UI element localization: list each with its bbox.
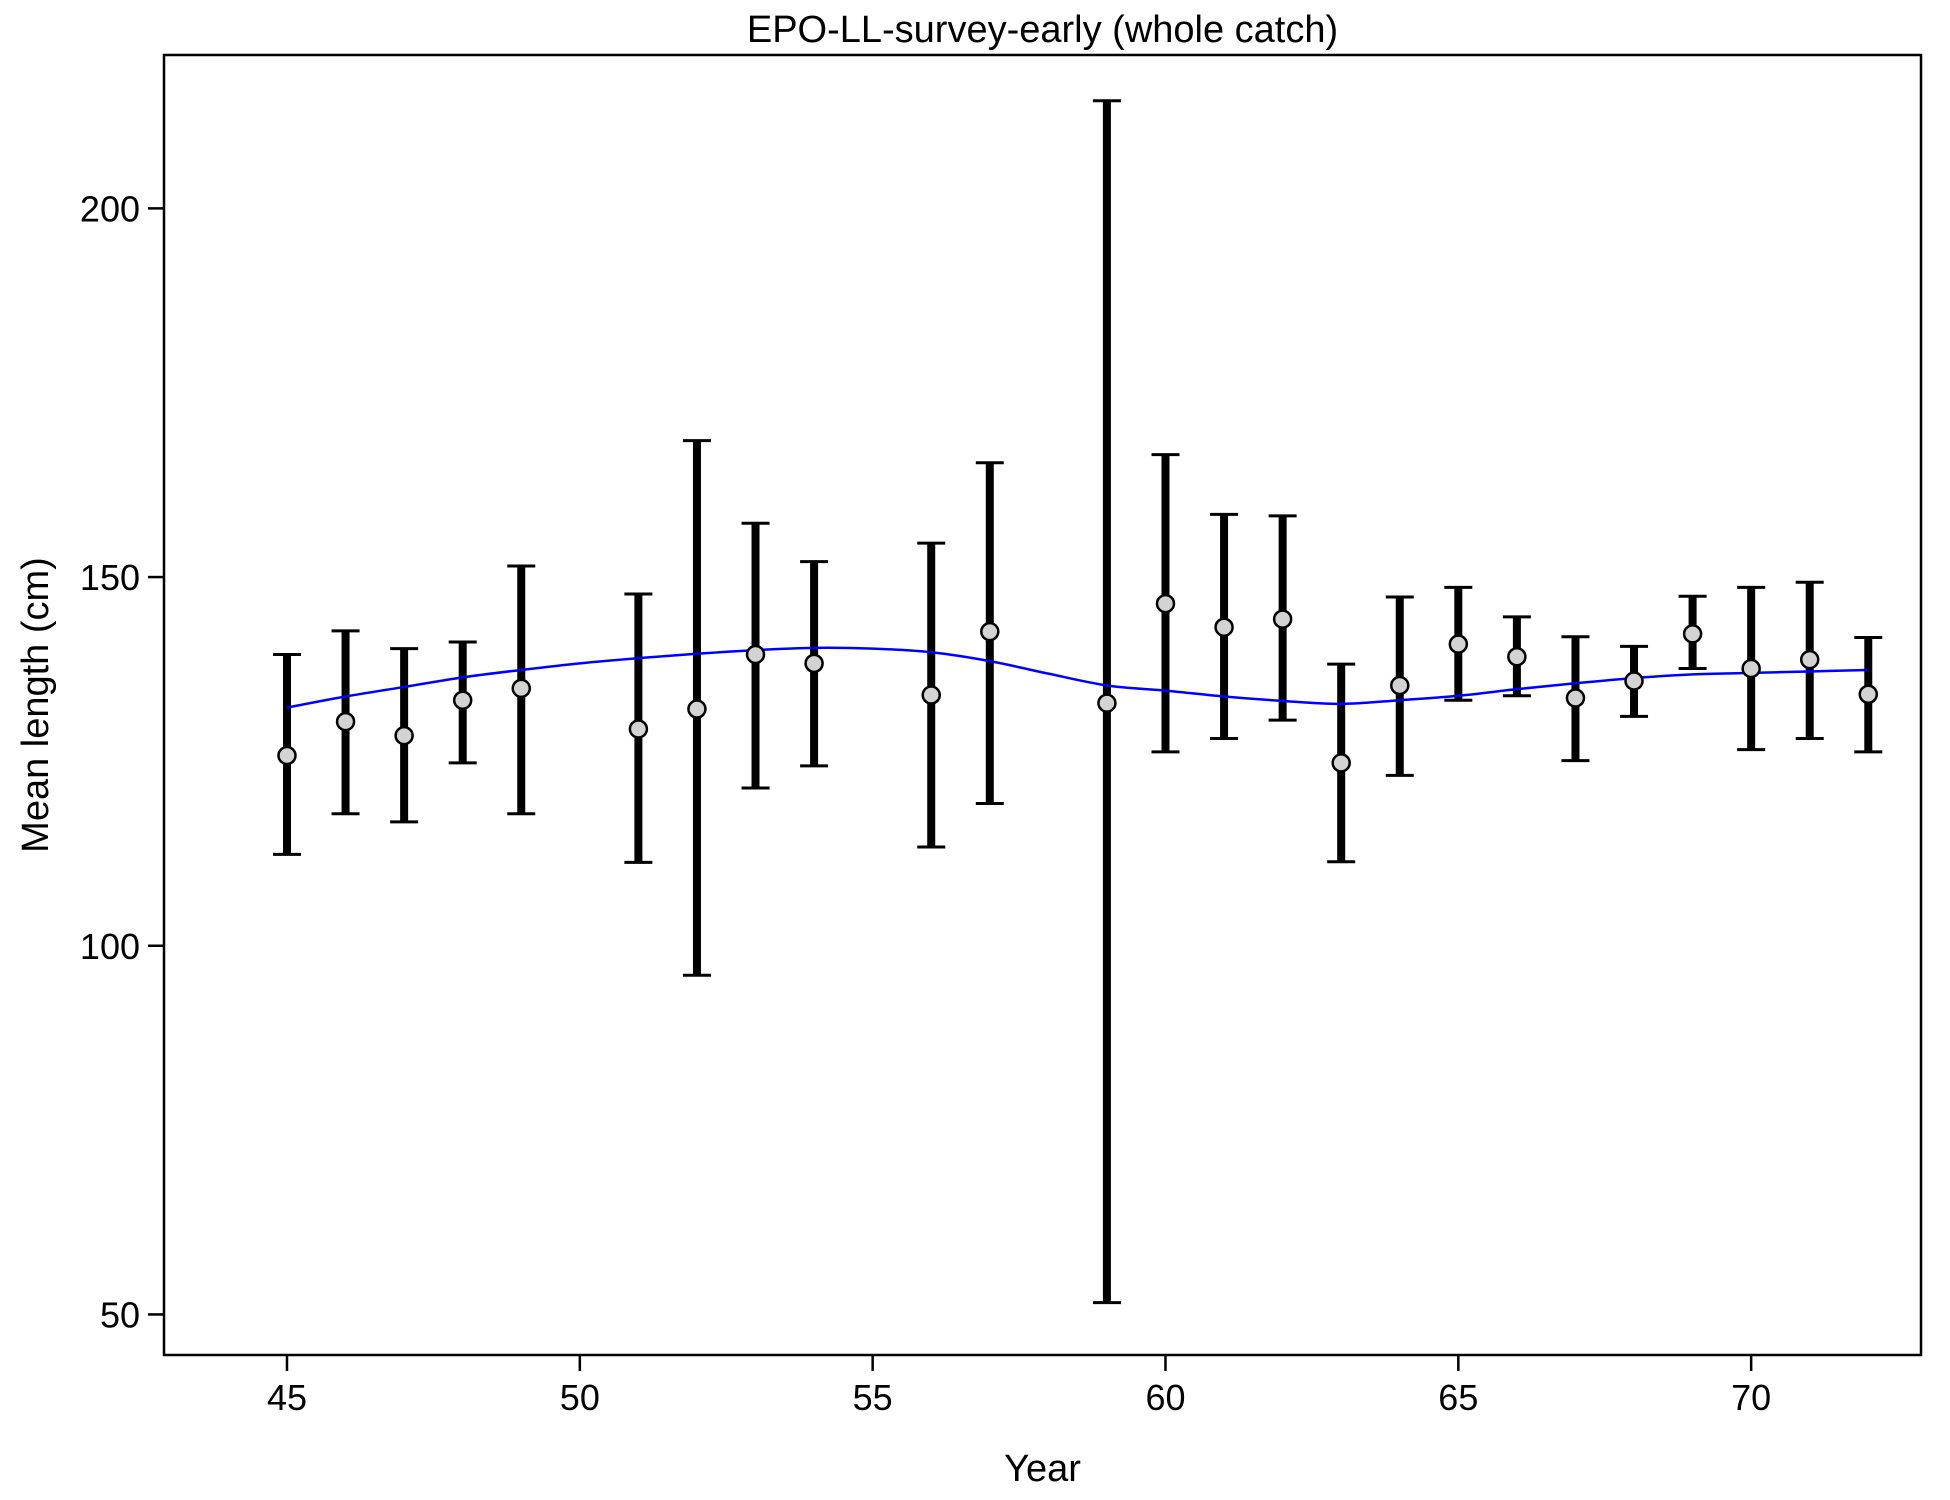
- trend-line: [286, 646, 1869, 709]
- data-point: [1565, 688, 1586, 708]
- y-tick-label: 150: [80, 557, 140, 598]
- data-point: [1682, 624, 1703, 644]
- data-point: [1097, 693, 1117, 713]
- data-point: [1448, 634, 1469, 654]
- x-tick-label: 60: [1145, 1377, 1185, 1418]
- y-tick-label: 100: [80, 926, 140, 967]
- data-point: [921, 685, 941, 705]
- data-point: [1624, 671, 1644, 691]
- data-point: [628, 719, 649, 739]
- x-tick-label: 45: [267, 1377, 307, 1418]
- data-point: [1331, 753, 1351, 773]
- data-point: [804, 653, 824, 674]
- data-point: [1507, 646, 1527, 667]
- data-point: [452, 690, 473, 710]
- y-tick-label: 200: [80, 188, 140, 229]
- y-tick-label: 50: [100, 1294, 140, 1335]
- x-axis: 45 50 55 60 65 70: [267, 1355, 1771, 1418]
- data-point: [1214, 617, 1234, 637]
- data-point: [687, 699, 707, 719]
- data-point: [1858, 684, 1879, 705]
- data-point: [511, 678, 532, 699]
- data-points-group: [277, 593, 1879, 773]
- data-point: [335, 711, 356, 732]
- x-axis-title: Year: [1004, 1448, 1081, 1490]
- data-point: [1741, 658, 1761, 679]
- data-point: [1272, 609, 1293, 629]
- data-point: [745, 644, 766, 665]
- error-bars-group: [272, 99, 1883, 1305]
- chart-title: EPO-LL-survey-early (whole catch): [747, 9, 1338, 51]
- x-tick-label: 55: [853, 1377, 893, 1418]
- data-point: [277, 745, 297, 766]
- data-point: [1799, 649, 1820, 670]
- y-axis-title: Mean length (cm): [15, 557, 57, 853]
- data-point: [1155, 593, 1176, 614]
- data-point: [394, 725, 414, 746]
- x-tick-label: 70: [1731, 1377, 1771, 1418]
- data-point: [1390, 675, 1410, 696]
- y-axis: 50 100 150 200: [80, 188, 164, 1335]
- data-point: [980, 621, 1000, 642]
- plot-area-frame: [162, 53, 1923, 1357]
- x-tick-label: 65: [1438, 1377, 1478, 1418]
- x-tick-label: 50: [560, 1377, 600, 1418]
